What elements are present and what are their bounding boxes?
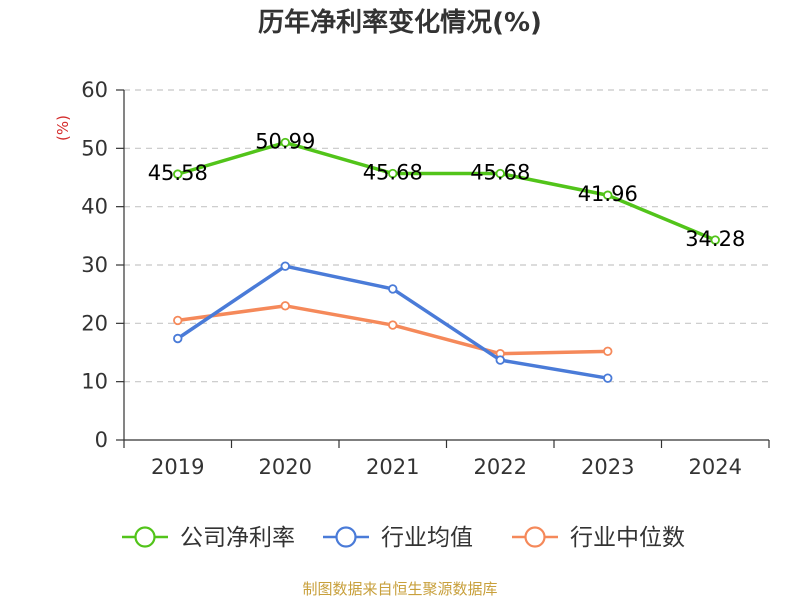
data-point: [280, 261, 290, 271]
legend-label: 行业中位数: [570, 525, 685, 551]
y-tick-label: 50: [81, 136, 108, 160]
data-point: [603, 373, 613, 383]
y-tick-label: 30: [81, 253, 108, 277]
data-point: [495, 168, 505, 179]
data-label: 41.96: [578, 182, 638, 206]
x-tick-label: 2021: [366, 455, 419, 479]
data-label: 45.68: [363, 161, 423, 185]
y-tick-label: 60: [81, 78, 108, 102]
data-point: [603, 346, 613, 357]
x-tick-label: 2024: [689, 455, 742, 479]
x-tick-label: 2022: [474, 455, 527, 479]
data-point: [388, 320, 398, 330]
legend-marker: [134, 526, 156, 548]
data-point: [388, 284, 398, 294]
data-point: [173, 315, 183, 326]
y-axis-label: (%): [54, 115, 72, 141]
data-label: 50.99: [255, 130, 315, 154]
x-tick-label: 2023: [581, 455, 634, 479]
legend-label: 行业均值: [381, 525, 473, 551]
y-tick-label: 40: [81, 195, 108, 219]
data-label: 45.58: [148, 161, 208, 185]
x-tick-label: 2019: [151, 455, 204, 479]
legend-label: 公司净利率: [180, 525, 295, 551]
data-point: [280, 137, 290, 148]
data-point: [710, 235, 720, 245]
data-point: [388, 168, 398, 179]
data-point: [603, 190, 613, 200]
series-line: [177, 140, 716, 242]
data-point: [495, 355, 505, 365]
data-point: [280, 301, 290, 311]
y-tick-label: 20: [81, 311, 108, 335]
source-note: 制图数据来自恒生聚源数据库: [302, 580, 498, 598]
data-label: 45.68: [470, 161, 530, 185]
x-tick-label: 2020: [259, 455, 312, 479]
y-tick-label: 10: [81, 370, 108, 394]
data-point: [173, 333, 183, 344]
data-label: 34.28: [685, 227, 745, 251]
data-point: [173, 169, 183, 179]
y-tick-label: 0: [95, 428, 108, 452]
chart-title: 历年净利率变化情况(%): [258, 8, 542, 38]
legend-marker: [335, 526, 357, 548]
legend-marker: [524, 526, 546, 548]
